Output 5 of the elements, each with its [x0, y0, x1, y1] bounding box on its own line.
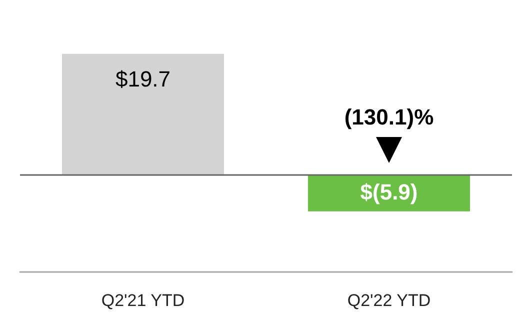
data-label: $(5.9) [360, 180, 418, 205]
x-tick-label: Q2'21 YTD [101, 291, 185, 310]
x-tick-label: Q2'22 YTD [347, 291, 431, 310]
annotation: (130.1)% [344, 104, 434, 130]
data-label: $19.7 [115, 66, 171, 92]
